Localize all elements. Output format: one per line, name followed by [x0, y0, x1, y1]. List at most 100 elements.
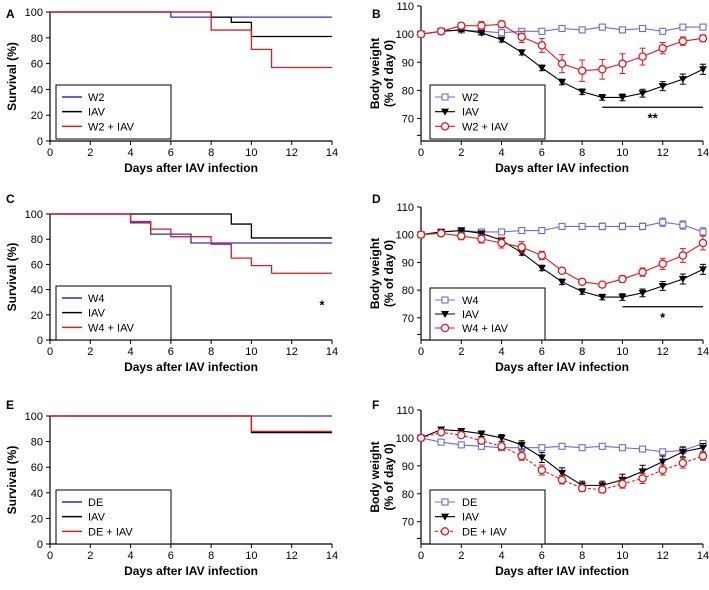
y-axis-title-line2: (% of day 0): [382, 443, 396, 510]
panel-B: B 0 2 4 6 8 10 12 14 70 80 90 100 110 Days after IAV i…: [368, 1, 709, 175]
data-point: [638, 52, 647, 61]
data-point: [477, 230, 486, 238]
x-tick-label: 4: [128, 550, 134, 562]
y-tick-label: 20: [31, 310, 43, 322]
data-point: [558, 78, 566, 86]
data-point: [598, 280, 607, 289]
data-point: [618, 274, 627, 284]
y-tick-label: 20: [31, 513, 43, 525]
data-point: [416, 433, 426, 443]
legend-label: DE + IAV: [88, 526, 133, 538]
data-point: [658, 83, 667, 91]
y-tick-label: 70: [402, 114, 414, 126]
data-point: [658, 282, 667, 290]
data-point: [537, 454, 546, 462]
y-tick-label: 90: [402, 461, 414, 473]
x-tick-label: 10: [245, 550, 257, 562]
survival-line-w4: [50, 213, 332, 244]
x-tick-label: 0: [418, 147, 424, 159]
data-point: [477, 436, 486, 445]
y-tick-label: 80: [31, 33, 43, 45]
data-point: [699, 444, 707, 452]
data-point: [698, 238, 708, 248]
x-tick-label: 8: [208, 550, 214, 562]
y-tick-label: 90: [402, 57, 414, 69]
data-point: [639, 445, 647, 453]
data-point: [537, 64, 546, 72]
y-axis-title: Survival (%): [5, 243, 19, 312]
y-tick-label: 60: [31, 59, 43, 71]
y-axis-title: Body weight: [368, 38, 382, 109]
data-point: [517, 49, 526, 57]
x-tick-label: 14: [697, 147, 709, 159]
x-axis-title: Days after IAV infection: [495, 564, 629, 578]
data-point: [618, 222, 626, 230]
data-point: [678, 448, 687, 456]
data-point: [578, 444, 586, 452]
data-point: [457, 21, 466, 30]
y-tick-label: 100: [396, 230, 414, 242]
panel-label: D: [372, 192, 381, 206]
data-point: [578, 288, 587, 296]
x-tick-label: 6: [539, 147, 545, 159]
data-point: [538, 27, 546, 35]
series-w4-iav: [416, 229, 708, 289]
data-point: [457, 231, 466, 241]
data-point: [578, 26, 586, 34]
y-tick-label: 80: [402, 285, 414, 297]
data-point: [598, 94, 607, 102]
data-point: [558, 278, 566, 286]
data-point: [477, 29, 486, 37]
y-tick-label: 110: [396, 1, 414, 13]
data-point: [498, 29, 506, 37]
legend-marker: [441, 93, 449, 101]
data-point: [436, 428, 446, 437]
x-tick-label: 4: [128, 346, 134, 358]
data-point: [558, 442, 566, 450]
data-point: [638, 474, 647, 483]
data-point: [698, 34, 708, 43]
survival-line-w4-iav: [50, 213, 332, 274]
data-point: [436, 229, 446, 238]
panel-D: D 0 2 4 6 8 10 12 14 70 80 90 100 110 Days after IAV i…: [368, 192, 709, 374]
data-point: [638, 289, 647, 297]
x-tick-label: 2: [87, 147, 93, 159]
legend: W4 IAV W4 + IAV: [429, 287, 546, 341]
x-tick-label: 10: [616, 550, 628, 562]
x-axis-title: Days after IAV infection: [124, 564, 258, 578]
data-point: [639, 24, 647, 33]
legend: DE IAV DE + IAV: [55, 489, 172, 545]
panel-E: E 0 2 4 6 8 10 12 14 0 20 40 60 80 100 Days after IAV i…: [5, 398, 338, 578]
x-tick-label: 6: [168, 550, 174, 562]
data-point: [639, 222, 647, 230]
legend-marker: [441, 513, 449, 521]
data-point: [538, 227, 546, 235]
y-tick-label: 0: [37, 136, 43, 148]
data-point: [598, 23, 606, 31]
x-tick-label: 10: [616, 147, 628, 159]
y-axis-title-line2: (% of day 0): [382, 240, 396, 307]
data-point: [658, 458, 667, 466]
legend-marker: [440, 527, 450, 536]
data-point: [557, 475, 567, 485]
data-point: [497, 442, 506, 451]
x-tick-label: 2: [87, 346, 93, 358]
data-point: [678, 251, 688, 260]
data-point: [678, 458, 688, 468]
x-tick-label: 14: [326, 550, 338, 562]
x-tick-label: 4: [499, 550, 505, 562]
y-tick-label: 80: [402, 489, 414, 501]
legend-label: W4: [88, 293, 105, 305]
data-point: [558, 222, 566, 230]
data-point: [598, 485, 607, 494]
data-point: [477, 430, 486, 438]
panel-label: A: [6, 7, 15, 21]
x-tick-label: 12: [657, 147, 669, 159]
data-point: [678, 76, 687, 84]
x-tick-label: 0: [47, 147, 53, 159]
x-tick-label: 6: [168, 346, 174, 358]
x-tick-label: 4: [499, 346, 505, 358]
legend-label: W2 + IAV: [88, 121, 135, 133]
panel-A: A 0 2 4 6 8 10 12 14 0 20 40 60 80 100 Days after IAV i…: [5, 7, 338, 175]
x-tick-label: 12: [286, 550, 298, 562]
